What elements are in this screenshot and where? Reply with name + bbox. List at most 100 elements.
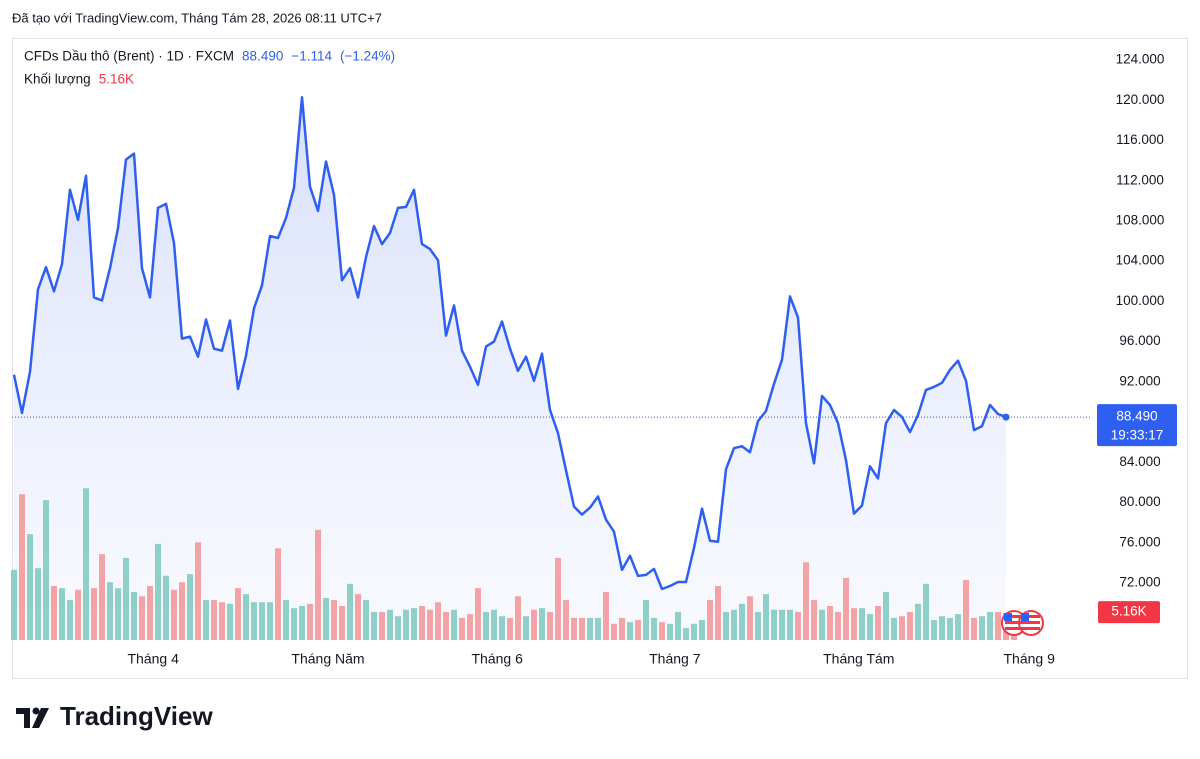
volume-bar bbox=[283, 600, 289, 640]
volume-bar bbox=[651, 617, 657, 640]
volume-bar bbox=[11, 569, 17, 640]
volume-bar bbox=[403, 609, 409, 640]
volume-bar bbox=[859, 608, 865, 640]
y-tick-label: 80.000 bbox=[1119, 494, 1160, 509]
volume-bar bbox=[227, 603, 233, 640]
volume-box bbox=[1098, 601, 1160, 624]
volume-bar bbox=[723, 611, 729, 640]
last-price: 88.490 bbox=[242, 49, 283, 64]
volume-bar bbox=[507, 617, 513, 640]
last-point bbox=[1002, 413, 1010, 421]
volume-bar bbox=[99, 554, 105, 640]
volume-bar bbox=[83, 488, 89, 640]
price-line bbox=[12, 95, 1007, 591]
volume-bar bbox=[779, 609, 785, 640]
volume-last: 5.16K bbox=[99, 72, 134, 87]
volume-bar bbox=[363, 600, 369, 640]
volume-bar bbox=[259, 602, 265, 640]
volume-bar bbox=[627, 622, 633, 640]
y-tick-label: 84.000 bbox=[1119, 454, 1160, 469]
volume-bar bbox=[691, 623, 697, 640]
volume-bar bbox=[123, 557, 129, 640]
volume-bar bbox=[635, 620, 641, 640]
price-box bbox=[1097, 404, 1177, 447]
y-tick-label: 100.000 bbox=[1116, 293, 1165, 308]
volume-bar bbox=[155, 543, 161, 640]
volume-bar bbox=[987, 611, 993, 640]
volume-bar bbox=[899, 616, 905, 640]
volume-box-label: 5.16K bbox=[1111, 604, 1146, 619]
volume-bar bbox=[699, 620, 705, 640]
volume-bar bbox=[179, 582, 185, 640]
volume-bar bbox=[563, 600, 569, 640]
volume-bar bbox=[947, 617, 953, 640]
y-tick-label: 116.000 bbox=[1116, 132, 1164, 147]
volume-bar bbox=[955, 614, 961, 640]
volume-bar bbox=[339, 605, 345, 640]
y-tick-label: 76.000 bbox=[1119, 534, 1160, 549]
volume-bar bbox=[603, 591, 609, 640]
volume-bar bbox=[875, 605, 881, 640]
volume-bar bbox=[171, 589, 177, 640]
y-tick-label: 92.000 bbox=[1119, 373, 1160, 388]
volume-bar bbox=[299, 605, 305, 640]
volume-bar bbox=[163, 575, 169, 640]
volume-bar bbox=[835, 611, 841, 640]
volume-bar bbox=[27, 534, 33, 640]
brand-logo bbox=[16, 707, 49, 728]
volume-bar bbox=[331, 600, 337, 640]
volume-bar bbox=[395, 616, 401, 640]
price-box-label: 88.490 bbox=[1116, 409, 1157, 424]
volume-bar bbox=[347, 583, 353, 640]
volume-bar bbox=[811, 600, 817, 640]
symbol-title: CFDs Dầu thô (Brent) · 1D · FXCM bbox=[24, 49, 234, 64]
volume-bar bbox=[715, 586, 721, 640]
volume-bar bbox=[291, 608, 297, 640]
volume-bar bbox=[411, 608, 417, 640]
price-change: −1.114 bbox=[291, 49, 332, 64]
volume-bar bbox=[147, 586, 153, 640]
volume-bar bbox=[475, 588, 481, 640]
volume-bar bbox=[939, 616, 945, 640]
x-tick-label: Tháng 9 bbox=[1004, 651, 1056, 667]
volume-bar bbox=[979, 616, 985, 640]
volume-bar bbox=[739, 603, 745, 640]
y-tick-label: 108.000 bbox=[1116, 212, 1165, 227]
volume-bar bbox=[491, 609, 497, 640]
volume-bar bbox=[851, 608, 857, 640]
volume-bar bbox=[139, 596, 145, 640]
volume-bar bbox=[571, 617, 577, 640]
volume-bar bbox=[675, 611, 681, 640]
volume-bar bbox=[203, 600, 209, 640]
volume-bar bbox=[555, 557, 561, 640]
line-area bbox=[14, 97, 1006, 640]
volume-bar bbox=[355, 594, 361, 640]
plot bbox=[11, 95, 1090, 640]
price-change-percent: (−1.24%) bbox=[340, 49, 395, 64]
volume-bar bbox=[891, 617, 897, 640]
y-tick-label: 104.000 bbox=[1116, 253, 1165, 268]
x-tick-label: Tháng 6 bbox=[472, 651, 524, 667]
brand-name: TradingView bbox=[60, 701, 213, 731]
volume-bar bbox=[451, 609, 457, 640]
volume-bar bbox=[595, 617, 601, 640]
y-tick-label: 96.000 bbox=[1119, 333, 1160, 348]
volume-bar bbox=[515, 596, 521, 640]
volume-bar bbox=[747, 596, 753, 640]
volume-bar bbox=[763, 594, 769, 640]
volume-bar bbox=[59, 588, 65, 640]
volume-bar bbox=[51, 586, 57, 640]
volume-bar bbox=[787, 609, 793, 640]
volume-bar bbox=[611, 623, 617, 640]
volume-bar bbox=[643, 600, 649, 640]
y-tick-label: 72.000 bbox=[1119, 575, 1160, 590]
volume-bar bbox=[187, 574, 193, 640]
volume-bar bbox=[579, 617, 585, 640]
y-tick-label: 120.000 bbox=[1116, 92, 1165, 107]
volume-bar bbox=[323, 597, 329, 640]
volume-bar bbox=[971, 617, 977, 640]
volume-bar bbox=[931, 620, 937, 640]
volume-legend: Khối lượng bbox=[24, 72, 91, 87]
created-note: Đã tạo với TradingView.com, Tháng Tám 28… bbox=[12, 10, 382, 25]
